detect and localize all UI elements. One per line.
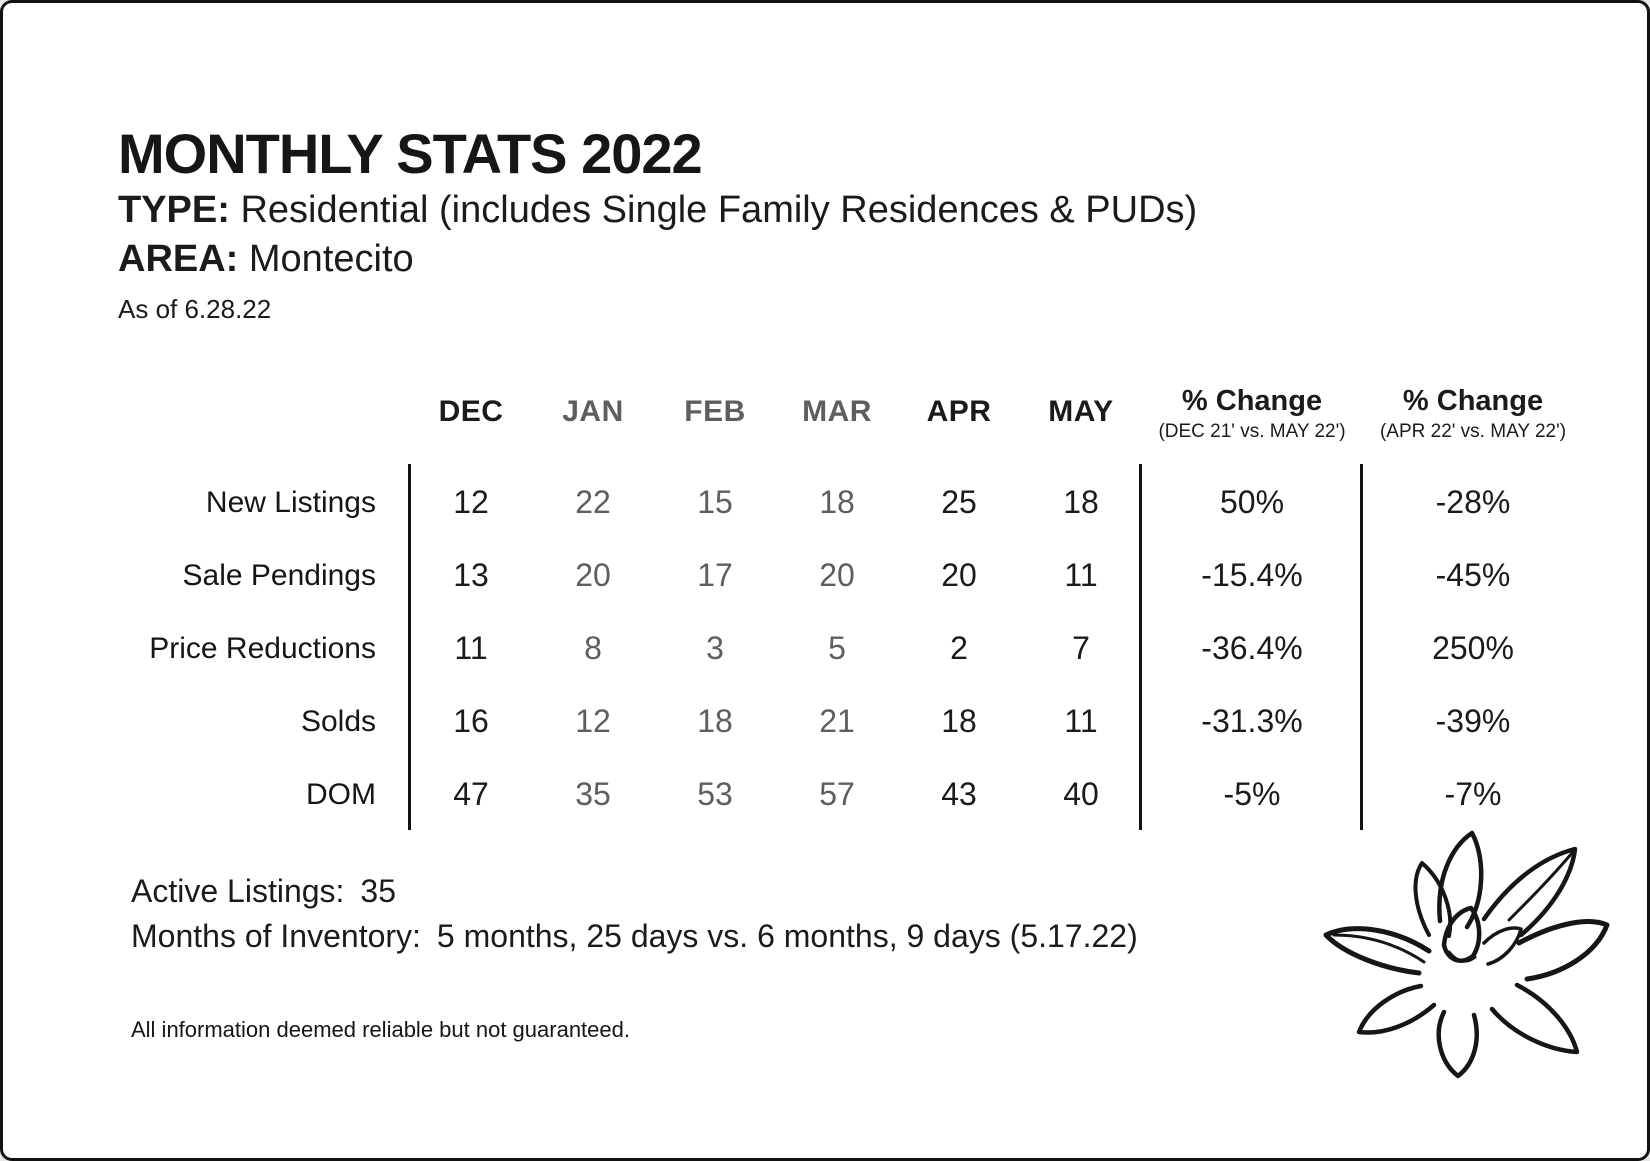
cell-price-reductions-dec: 11 — [454, 630, 488, 666]
stats-table: DEC JAN FEB MAR APR MAY % Change (DEC 21… — [3, 371, 1584, 831]
row-label-dom: DOM — [306, 777, 376, 811]
cell-new-listings-may: 18 — [1063, 484, 1099, 520]
table-divider-pct2 — [1360, 464, 1363, 830]
cell-dom-pct1: -5% — [1223, 776, 1281, 812]
cell-solds-pct1: -31.3% — [1201, 703, 1303, 739]
col-header-pct-change-1: % Change (DEC 21' vs. MAY 22') — [1142, 371, 1362, 466]
cell-solds-apr: 18 — [941, 703, 977, 739]
row-label-new-listings: New Listings — [205, 485, 376, 519]
cell-new-listings-pct2: -28% — [1435, 484, 1511, 520]
cell-price-reductions-mar: 5 — [828, 630, 846, 666]
area-line: AREA: Montecito — [118, 235, 1197, 284]
cell-dom-mar: 57 — [819, 776, 855, 812]
cell-solds-feb: 18 — [697, 703, 733, 739]
pct-change-2-title: % Change — [1402, 385, 1544, 418]
months-of-inventory-line: Months of Inventory: 5 months, 25 days vs… — [131, 914, 1138, 959]
col-header-may: MAY — [1048, 394, 1114, 428]
cell-sale-pendings-feb: 17 — [697, 557, 733, 593]
cell-sale-pendings-mar: 20 — [819, 557, 855, 593]
cell-solds-mar: 21 — [819, 703, 855, 739]
cell-price-reductions-pct1: -36.4% — [1201, 630, 1303, 666]
cell-sale-pendings-apr: 20 — [941, 557, 977, 593]
area-value: Montecito — [248, 238, 414, 280]
cell-dom-jan: 35 — [575, 776, 611, 812]
col-header-pct-change-2: % Change (APR 22' vs. MAY 22') — [1362, 371, 1584, 466]
cell-dom-feb: 53 — [697, 776, 733, 812]
cell-price-reductions-pct2: 250% — [1432, 630, 1514, 666]
active-listings-label: Active Listings: — [131, 873, 345, 909]
active-listings-value: 35 — [360, 873, 397, 909]
col-header-mar: MAR — [802, 394, 872, 428]
cell-dom-apr: 43 — [941, 776, 977, 812]
cell-dom-dec: 47 — [453, 776, 489, 812]
cell-new-listings-feb: 15 — [697, 484, 733, 520]
cell-solds-dec: 16 — [453, 703, 489, 739]
col-header-dec: DEC — [438, 394, 504, 428]
cell-dom-pct2: -7% — [1444, 776, 1502, 812]
cell-price-reductions-apr: 2 — [950, 630, 968, 666]
cell-sale-pendings-may: 11 — [1064, 557, 1098, 593]
cell-new-listings-dec: 12 — [453, 484, 489, 520]
months-of-inventory-label: Months of Inventory: — [131, 918, 421, 954]
type-label: TYPE: — [118, 189, 230, 231]
cell-dom-may: 40 — [1063, 776, 1099, 812]
col-header-jan: JAN — [562, 394, 624, 428]
cell-solds-pct2: -39% — [1435, 703, 1511, 739]
cell-solds-may: 11 — [1064, 703, 1098, 739]
active-listings-line: Active Listings: 35 — [131, 869, 1138, 914]
col-header-feb: FEB — [684, 394, 746, 428]
type-value: Residential (includes Single Family Resi… — [240, 189, 1198, 231]
page-title: MONTHLY STATS 2022 — [118, 122, 703, 185]
corner-spacer — [3, 371, 410, 466]
cell-new-listings-jan: 22 — [575, 484, 611, 520]
cell-sale-pendings-dec: 13 — [453, 557, 489, 593]
as-of-date: As of 6.28.22 — [118, 294, 272, 324]
cell-sale-pendings-pct2: -45% — [1435, 557, 1511, 593]
col-header-apr: APR — [926, 394, 992, 428]
table-divider-labels — [408, 464, 411, 830]
cell-price-reductions-jan: 8 — [584, 630, 602, 666]
cell-new-listings-pct1: 50% — [1219, 484, 1285, 520]
cell-price-reductions-feb: 3 — [706, 630, 724, 666]
row-label-sale-pendings: Sale Pendings — [182, 558, 376, 592]
table-divider-pct1 — [1139, 464, 1142, 830]
type-line: TYPE: Residential (includes Single Famil… — [118, 186, 1197, 235]
cell-new-listings-apr: 25 — [941, 484, 977, 520]
area-label: AREA: — [118, 238, 239, 280]
cell-sale-pendings-jan: 20 — [575, 557, 611, 593]
report-header: MONTHLY STATS 2022 TYPE: Residential (in… — [118, 121, 1197, 325]
summary-block: Active Listings: 35 Months of Inventory: 5… — [131, 869, 1138, 959]
cell-price-reductions-may: 7 — [1072, 630, 1090, 666]
disclaimer-text: All information deemed reliable but not … — [131, 1017, 630, 1042]
pct-change-1-title: % Change — [1181, 385, 1323, 418]
magnolia-flower-icon — [1323, 830, 1610, 1079]
months-of-inventory-value: 5 months, 25 days vs. 6 months, 9 days (… — [436, 918, 1138, 954]
pct-change-1-subtitle: (DEC 21' vs. MAY 22') — [1158, 421, 1346, 442]
cell-sale-pendings-pct1: -15.4% — [1201, 557, 1303, 593]
cell-solds-jan: 12 — [575, 703, 611, 739]
cell-new-listings-mar: 18 — [819, 484, 855, 520]
row-label-solds: Solds — [300, 704, 376, 738]
row-label-price-reductions: Price Reductions — [149, 631, 376, 665]
pct-change-2-subtitle: (APR 22' vs. MAY 22') — [1379, 421, 1567, 442]
